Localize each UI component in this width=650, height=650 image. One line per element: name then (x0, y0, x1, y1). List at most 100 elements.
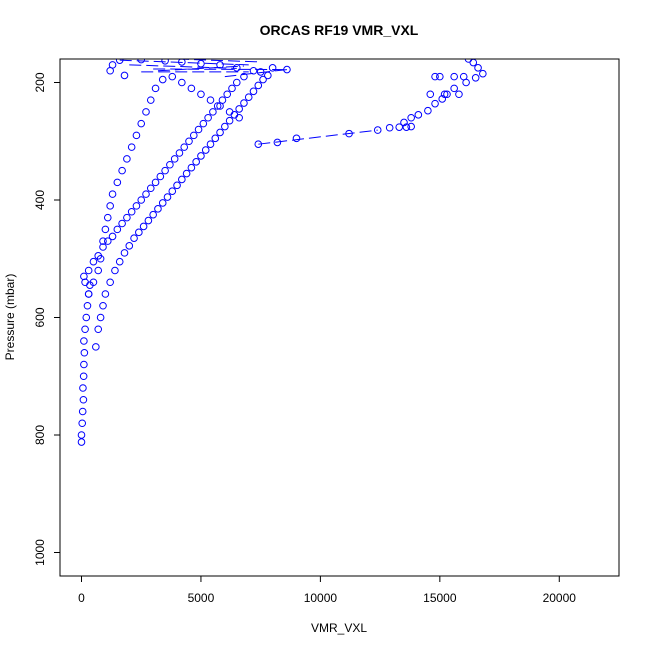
connector-line-5 (258, 129, 378, 145)
data-point (99, 301, 107, 310)
data-point (431, 72, 439, 81)
data-point (450, 84, 458, 93)
data-point (244, 93, 253, 101)
data-point (424, 106, 432, 115)
data-point (106, 202, 114, 210)
data-point (156, 172, 165, 181)
data-point (113, 225, 122, 234)
data-point (137, 196, 146, 204)
data-point (407, 113, 415, 122)
data-point (216, 102, 224, 110)
data-point (77, 431, 86, 439)
connector-line-6 (224, 69, 288, 78)
data-point (94, 266, 103, 275)
y-tick-label: 800 (33, 425, 47, 445)
data-point (83, 301, 92, 310)
data-point (185, 137, 193, 146)
x-axis-label: VMR_VXL (311, 621, 367, 635)
data-point (161, 166, 169, 175)
data-point (170, 155, 179, 163)
connector-line-3 (153, 68, 287, 71)
x-tick-label: 0 (78, 591, 85, 605)
data-point (235, 113, 243, 122)
data-point (197, 90, 205, 99)
data-point (283, 65, 291, 74)
connector-line-0 (119, 59, 249, 66)
data-point (106, 278, 114, 287)
y-tick-label: 200 (33, 72, 47, 92)
data-point (127, 143, 136, 151)
data-point (228, 84, 236, 93)
data-point (187, 163, 196, 172)
data-point (345, 129, 353, 138)
data-point (132, 202, 141, 210)
data-point (113, 178, 122, 187)
data-point (459, 72, 468, 81)
data-point (163, 193, 172, 201)
y-axis-label: Pressure (mbar) (3, 274, 17, 361)
data-point (79, 384, 87, 392)
data-point (151, 178, 160, 187)
data-point (223, 90, 232, 99)
data-point (256, 68, 265, 76)
x-tick-label: 5000 (188, 591, 215, 605)
data-point (373, 126, 382, 134)
x-tick-label: 10000 (304, 591, 338, 605)
data-point (213, 102, 222, 110)
x-axis: 0 5000 10000 15000 20000 (78, 575, 577, 605)
data-point (139, 222, 148, 231)
data-point (81, 325, 89, 334)
data-point (436, 72, 444, 81)
data-point (168, 72, 177, 81)
data-point (173, 181, 181, 190)
data-point (225, 108, 234, 116)
data-point (96, 254, 105, 263)
data-point (438, 95, 447, 103)
data-point (120, 71, 129, 80)
data-point (450, 72, 458, 81)
data-point (82, 313, 91, 322)
data-point (132, 131, 141, 140)
y-axis: 200 400 600 800 1000 (33, 72, 61, 566)
data-marks (77, 59, 487, 446)
data-point (144, 216, 153, 225)
data-point (127, 207, 136, 216)
data-point (123, 155, 131, 163)
data-point (240, 99, 248, 107)
data-point (199, 119, 208, 128)
data-point (431, 99, 439, 108)
connector-line-4 (177, 59, 261, 63)
data-point (123, 213, 131, 222)
data-point (78, 407, 87, 416)
data-point (108, 232, 117, 241)
data-point (80, 272, 88, 281)
chart-title: ORCAS RF19 VMR_VXL (260, 22, 419, 38)
data-point (471, 74, 480, 82)
y-tick-label: 1000 (33, 539, 47, 566)
data-point (149, 210, 157, 219)
x-tick-label: 20000 (543, 591, 577, 605)
data-point (189, 131, 198, 140)
data-point (151, 84, 160, 93)
data-point (440, 90, 449, 99)
data-point (268, 64, 277, 72)
data-point (78, 419, 87, 428)
data-point (79, 395, 88, 404)
y-tick-label: 600 (33, 307, 47, 327)
data-point (426, 90, 435, 99)
data-point (103, 237, 112, 245)
data-point (235, 105, 243, 113)
data-point (142, 108, 150, 116)
data-point (204, 113, 212, 122)
data-point (89, 257, 98, 266)
data-point (180, 143, 189, 151)
data-point (81, 278, 89, 287)
data-point (254, 81, 263, 90)
data-point (216, 128, 224, 137)
y-tick-label: 400 (33, 190, 47, 210)
data-point (385, 123, 394, 132)
data-point (400, 118, 408, 127)
data-point (232, 64, 241, 72)
